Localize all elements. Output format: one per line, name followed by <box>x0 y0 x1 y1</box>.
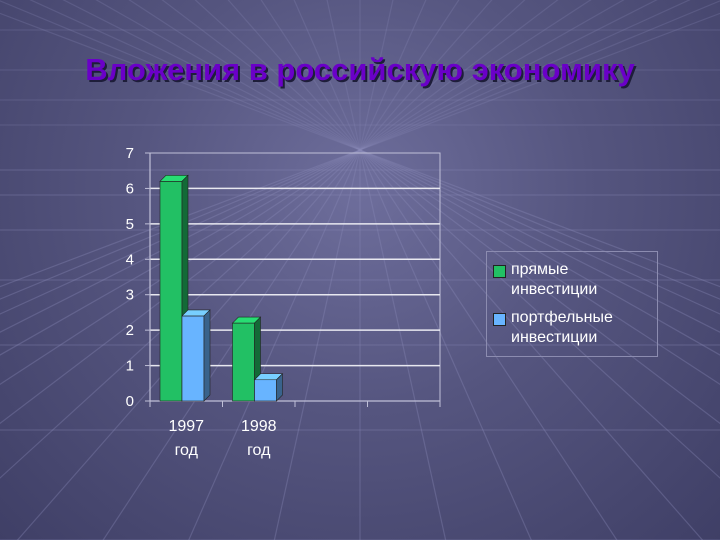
y-tick-label: 1 <box>126 358 134 375</box>
bg-line <box>359 149 720 300</box>
bg-line <box>359 149 704 540</box>
bg-line <box>0 149 361 479</box>
bar-side <box>203 309 211 402</box>
bg-line <box>128 0 361 151</box>
bg-line <box>260 0 361 151</box>
bar-front <box>159 181 183 402</box>
bg-line <box>359 149 532 540</box>
bg-line <box>359 0 658 151</box>
bg-line <box>0 149 361 356</box>
bg-line <box>29 0 361 151</box>
bg-line <box>359 0 691 151</box>
bg-line <box>326 0 361 151</box>
bg-line <box>95 0 361 151</box>
bg-line <box>273 149 361 540</box>
y-tick-label: 5 <box>126 216 134 233</box>
bg-line <box>102 149 361 540</box>
x-tick-label: 1998 <box>241 418 277 435</box>
bg-line <box>0 0 361 151</box>
legend-swatch-portfolio <box>493 313 506 326</box>
x-tick-label: год <box>175 442 199 459</box>
bg-line <box>62 0 361 151</box>
y-tick-label: 0 <box>126 393 134 410</box>
bg-line <box>359 149 618 540</box>
bg-line <box>0 149 361 333</box>
bg-line <box>359 149 720 288</box>
bg-line <box>359 0 559 151</box>
x-tick-label: год <box>247 442 271 459</box>
bg-line <box>293 0 361 151</box>
bg-line <box>359 0 592 151</box>
bar-front <box>232 322 255 402</box>
bg-line <box>227 0 361 151</box>
bg-line <box>0 149 361 386</box>
bg-line <box>359 149 720 386</box>
bg-line <box>359 12 720 151</box>
bg-line <box>359 149 720 333</box>
bg-line <box>359 0 720 151</box>
legend-swatch-direct <box>493 265 506 278</box>
bg-line <box>359 149 720 479</box>
y-tick-label: 3 <box>126 287 134 304</box>
bg-line <box>0 149 361 315</box>
bg-line <box>0 149 361 425</box>
bg-line <box>359 0 427 151</box>
bg-line <box>194 0 361 151</box>
bg-line <box>188 149 361 540</box>
bg-line <box>359 149 447 540</box>
chart-legend: прямые инвестиции портфельные инвестиции <box>486 251 658 357</box>
bar-portfolio-1 <box>253 373 284 402</box>
bg-line <box>359 149 720 315</box>
slide-title: Вложения в российскую экономику <box>85 52 635 87</box>
y-tick-label: 6 <box>126 180 134 197</box>
bg-line <box>359 0 460 151</box>
bg-line <box>0 149 361 300</box>
bg-line <box>0 12 361 151</box>
bar-front <box>254 379 277 402</box>
bar-front <box>181 315 205 402</box>
bg-line <box>359 0 625 151</box>
x-tick-label: 1997 <box>168 418 204 435</box>
bg-line <box>359 149 720 356</box>
y-tick-label: 7 <box>126 145 134 162</box>
bg-line <box>359 0 394 151</box>
bg-line <box>359 149 720 425</box>
bar-side <box>276 373 283 402</box>
y-tick-label: 2 <box>126 322 134 339</box>
y-tick-label: 4 <box>126 251 134 268</box>
bar-portfolio-0 <box>181 309 211 402</box>
bg-line <box>359 0 526 151</box>
bg-line <box>161 0 361 151</box>
legend-label-direct: прямые инвестиции <box>511 261 598 298</box>
legend-label-portfolio: портфельные инвестиции <box>511 309 613 346</box>
bg-line <box>359 0 493 151</box>
